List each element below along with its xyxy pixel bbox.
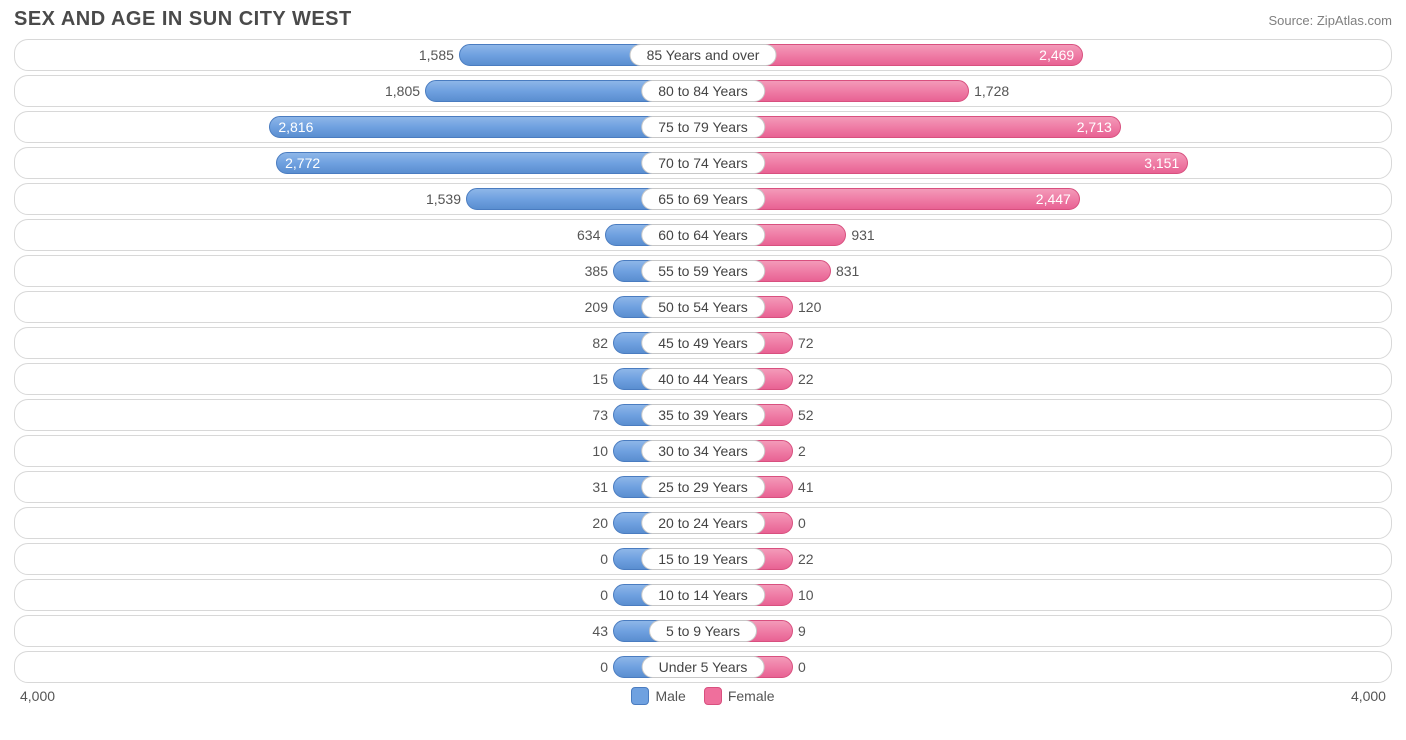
female-value: 2,447 — [1036, 191, 1071, 207]
female-value: 52 — [798, 407, 814, 423]
female-value: 9 — [798, 623, 806, 639]
male-value: 385 — [585, 263, 608, 279]
age-label: 10 to 14 Years — [641, 584, 765, 606]
male-value: 2,772 — [285, 155, 320, 171]
age-label: 45 to 49 Years — [641, 332, 765, 354]
axis-left-max: 4,000 — [20, 688, 55, 704]
age-label: 25 to 29 Years — [641, 476, 765, 498]
male-value: 31 — [592, 479, 608, 495]
legend: Male Female — [631, 687, 774, 705]
female-value: 41 — [798, 479, 814, 495]
pyramid-row: 634 931 60 to 64 Years — [14, 219, 1392, 251]
age-label: 15 to 19 Years — [641, 548, 765, 570]
male-value: 2,816 — [278, 119, 313, 135]
male-value: 1,585 — [419, 47, 454, 63]
age-label: 85 Years and over — [630, 44, 777, 66]
population-pyramid: 1,585 2,469 85 Years and over 1,805 1,728 80 … — [14, 39, 1392, 683]
chart-footer: 4,000 Male Female 4,000 — [14, 687, 1392, 705]
female-value: 831 — [836, 263, 859, 279]
female-value: 1,728 — [974, 83, 1009, 99]
female-value: 22 — [798, 371, 814, 387]
swatch-male — [631, 687, 649, 705]
female-bar: 2,713 — [703, 116, 1121, 138]
male-value: 1,539 — [426, 191, 461, 207]
pyramid-row: 1,585 2,469 85 Years and over — [14, 39, 1392, 71]
age-label: Under 5 Years — [642, 656, 765, 678]
male-bar: 2,816 — [269, 116, 703, 138]
male-value: 0 — [600, 551, 608, 567]
male-value: 10 — [592, 443, 608, 459]
male-value: 82 — [592, 335, 608, 351]
male-value: 209 — [585, 299, 608, 315]
pyramid-row: 385 831 55 to 59 Years — [14, 255, 1392, 287]
male-value: 634 — [577, 227, 600, 243]
male-value: 0 — [600, 587, 608, 603]
age-label: 55 to 59 Years — [641, 260, 765, 282]
pyramid-row: 31 41 25 to 29 Years — [14, 471, 1392, 503]
female-value: 0 — [798, 515, 806, 531]
age-label: 5 to 9 Years — [649, 620, 757, 642]
male-value: 0 — [600, 659, 608, 675]
pyramid-row: 2,816 2,713 75 to 79 Years — [14, 111, 1392, 143]
chart-source: Source: ZipAtlas.com — [1268, 13, 1392, 28]
female-value: 22 — [798, 551, 814, 567]
legend-female: Female — [704, 687, 775, 705]
age-label: 50 to 54 Years — [641, 296, 765, 318]
pyramid-row: 0 0 Under 5 Years — [14, 651, 1392, 683]
female-value: 2,713 — [1077, 119, 1112, 135]
pyramid-row: 0 10 10 to 14 Years — [14, 579, 1392, 611]
pyramid-row: 82 72 45 to 49 Years — [14, 327, 1392, 359]
chart-header: SEX AND AGE IN SUN CITY WEST Source: Zip… — [14, 8, 1392, 31]
female-value: 0 — [798, 659, 806, 675]
pyramid-row: 10 2 30 to 34 Years — [14, 435, 1392, 467]
female-value: 2,469 — [1039, 47, 1074, 63]
pyramid-row: 1,805 1,728 80 to 84 Years — [14, 75, 1392, 107]
female-value: 120 — [798, 299, 821, 315]
legend-male-label: Male — [655, 688, 685, 704]
age-label: 35 to 39 Years — [641, 404, 765, 426]
age-label: 70 to 74 Years — [641, 152, 765, 174]
male-value: 43 — [592, 623, 608, 639]
pyramid-row: 0 22 15 to 19 Years — [14, 543, 1392, 575]
swatch-female — [704, 687, 722, 705]
male-value: 15 — [592, 371, 608, 387]
pyramid-row: 15 22 40 to 44 Years — [14, 363, 1392, 395]
legend-male: Male — [631, 687, 685, 705]
female-bar: 3,151 — [703, 152, 1188, 174]
male-value: 20 — [592, 515, 608, 531]
pyramid-row: 43 9 5 to 9 Years — [14, 615, 1392, 647]
male-value: 1,805 — [385, 83, 420, 99]
pyramid-row: 1,539 2,447 65 to 69 Years — [14, 183, 1392, 215]
female-value: 2 — [798, 443, 806, 459]
legend-female-label: Female — [728, 688, 775, 704]
age-label: 75 to 79 Years — [641, 116, 765, 138]
age-label: 60 to 64 Years — [641, 224, 765, 246]
pyramid-row: 73 52 35 to 39 Years — [14, 399, 1392, 431]
male-value: 73 — [592, 407, 608, 423]
axis-right-max: 4,000 — [1351, 688, 1386, 704]
age-label: 40 to 44 Years — [641, 368, 765, 390]
female-value: 10 — [798, 587, 814, 603]
male-bar: 2,772 — [276, 152, 703, 174]
female-value: 931 — [851, 227, 874, 243]
pyramid-row: 2,772 3,151 70 to 74 Years — [14, 147, 1392, 179]
age-label: 20 to 24 Years — [641, 512, 765, 534]
female-value: 72 — [798, 335, 814, 351]
age-label: 65 to 69 Years — [641, 188, 765, 210]
age-label: 30 to 34 Years — [641, 440, 765, 462]
female-value: 3,151 — [1144, 155, 1179, 171]
chart-title: SEX AND AGE IN SUN CITY WEST — [14, 8, 352, 31]
age-label: 80 to 84 Years — [641, 80, 765, 102]
pyramid-row: 20 0 20 to 24 Years — [14, 507, 1392, 539]
pyramid-row: 209 120 50 to 54 Years — [14, 291, 1392, 323]
